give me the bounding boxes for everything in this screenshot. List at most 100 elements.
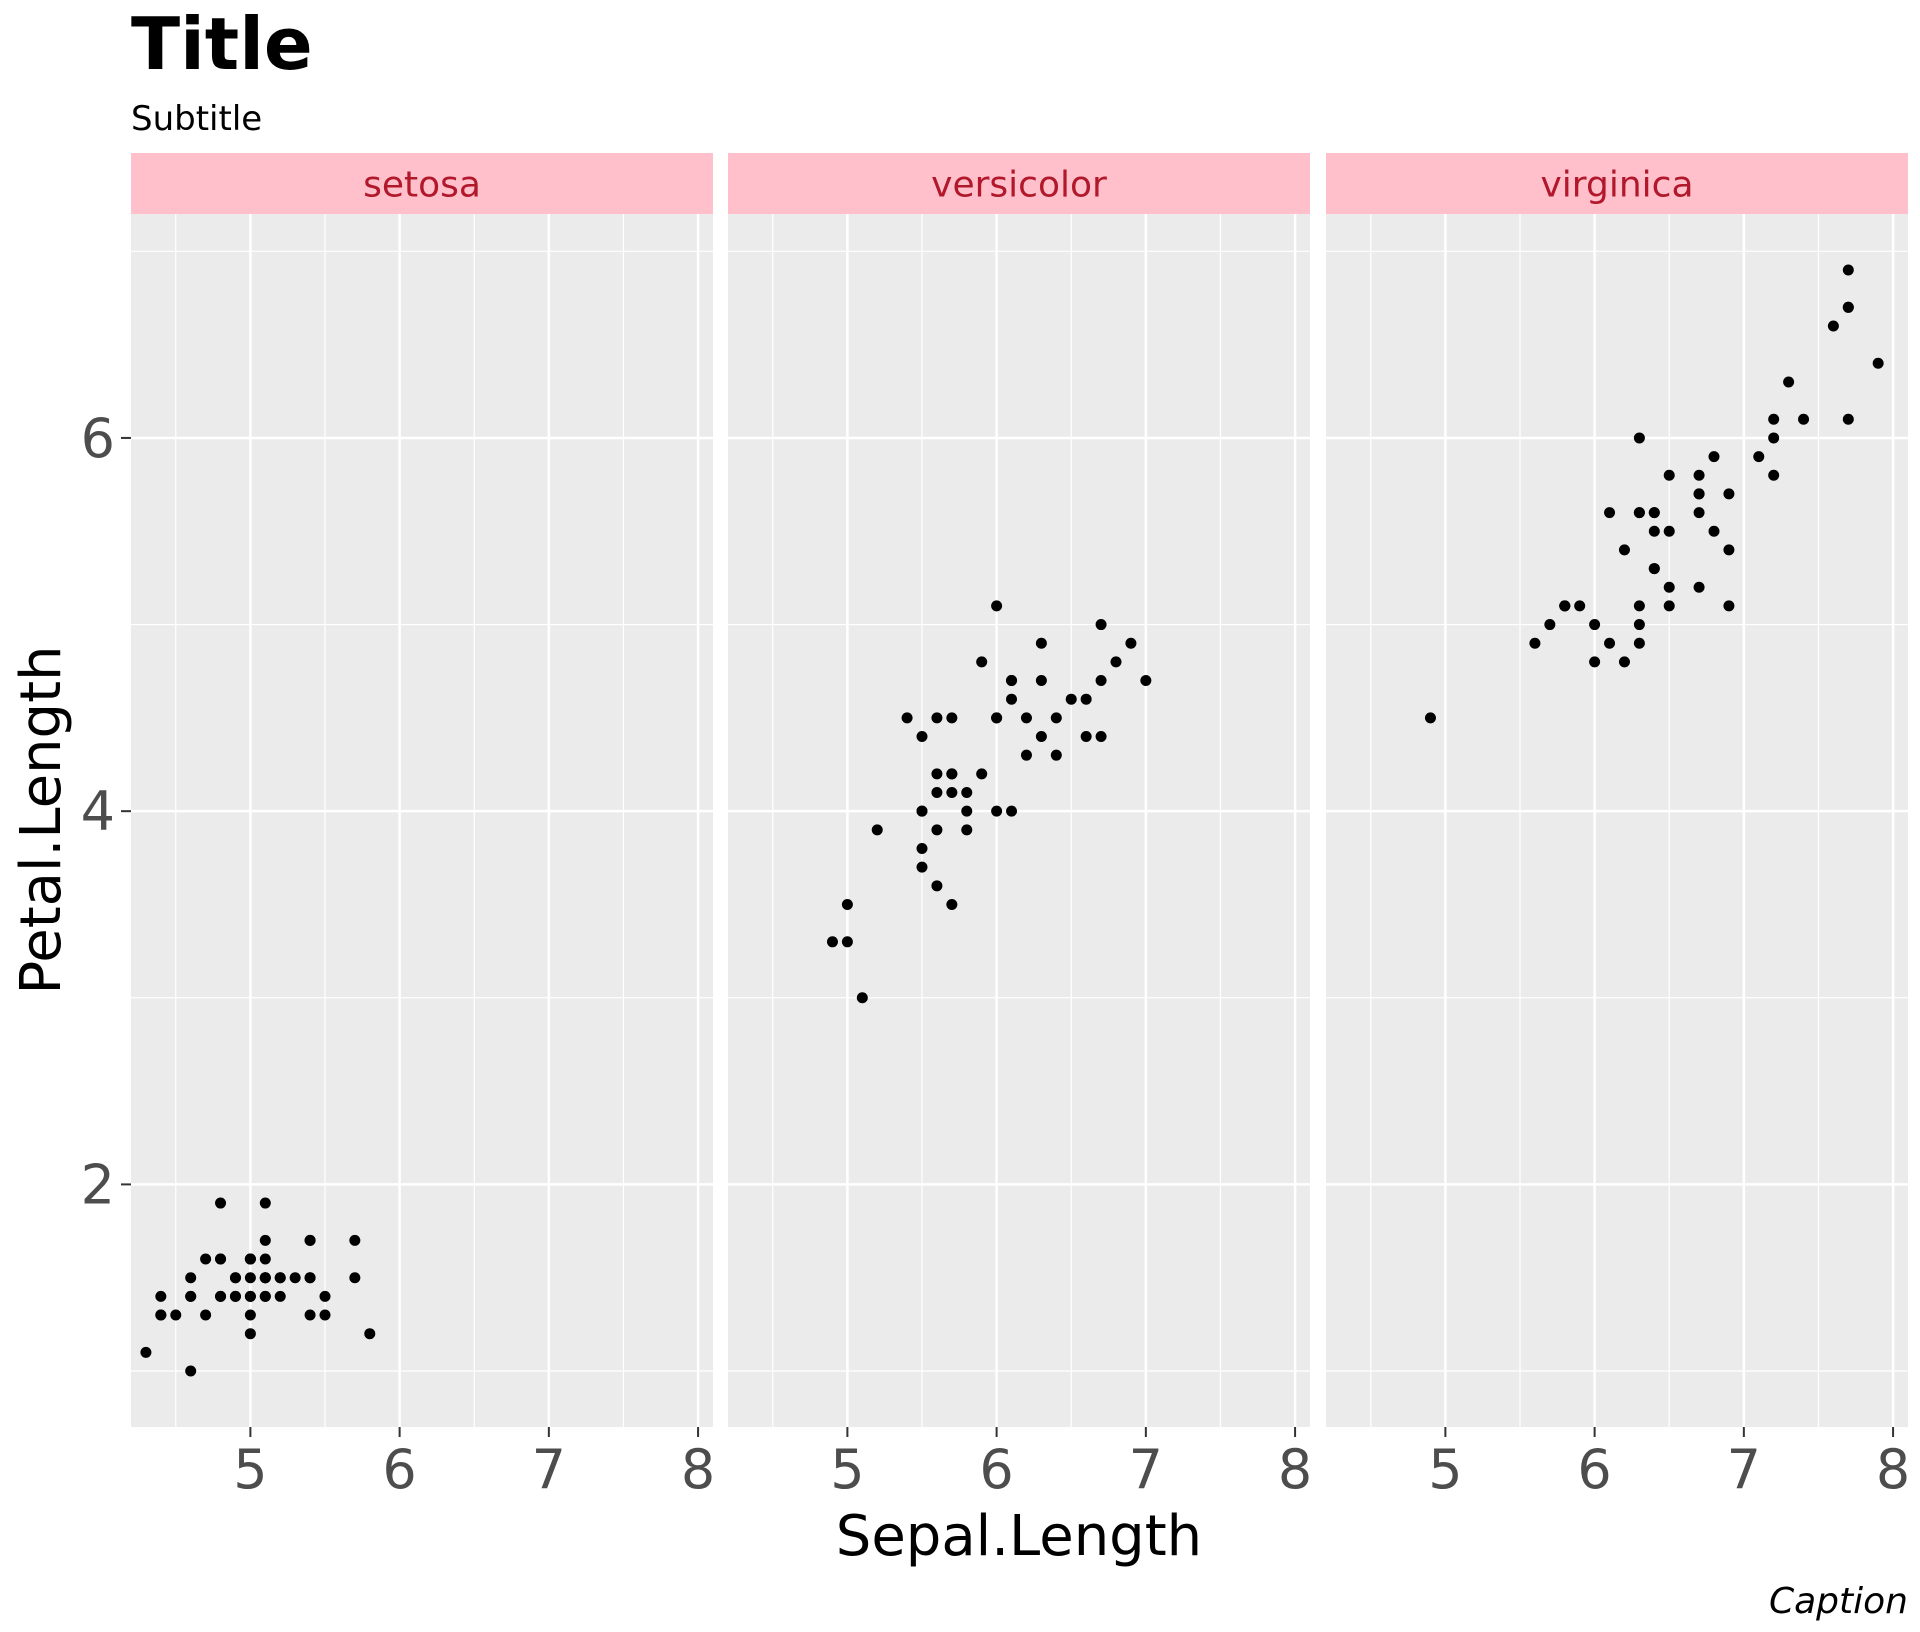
data-point	[259, 1253, 271, 1265]
panel-background	[728, 214, 1310, 1427]
data-point	[1872, 357, 1884, 369]
x-tick-label: 7	[1727, 1438, 1761, 1501]
facet-panel-virginica: virginica 5 6 7 8	[1326, 153, 1910, 1501]
x-tick-label: 6	[979, 1438, 1013, 1501]
data-point	[319, 1290, 331, 1302]
data-point	[976, 768, 988, 780]
data-point	[274, 1290, 286, 1302]
data-point	[1080, 731, 1092, 743]
data-point	[140, 1346, 152, 1358]
data-point	[1589, 619, 1601, 631]
data-point	[1693, 469, 1705, 481]
facet-strip-label: setosa	[363, 165, 481, 206]
data-point	[1648, 525, 1660, 537]
data-point	[946, 712, 958, 724]
data-point	[1663, 581, 1675, 593]
data-point	[1663, 469, 1675, 481]
data-point	[244, 1309, 256, 1321]
data-point	[1035, 675, 1047, 687]
data-point	[916, 731, 928, 743]
data-point	[274, 1272, 286, 1284]
data-point	[244, 1328, 256, 1340]
data-point	[1708, 451, 1720, 463]
data-point	[856, 992, 868, 1004]
x-tick-label: 5	[830, 1438, 864, 1501]
facet-panel-versicolor: versicolor 5 6 7 8	[728, 153, 1312, 1501]
y-axis-title: Petal.Length	[9, 645, 74, 994]
data-point	[155, 1290, 167, 1302]
data-point	[1140, 675, 1152, 687]
data-point	[1842, 301, 1854, 313]
data-point	[1020, 712, 1032, 724]
data-point	[1648, 563, 1660, 575]
data-point	[1633, 619, 1645, 631]
data-point	[215, 1197, 227, 1209]
chart-subtitle: Subtitle	[131, 99, 262, 139]
x-tick-label: 5	[233, 1438, 267, 1501]
facet-strip	[1326, 153, 1908, 214]
data-point	[1768, 413, 1780, 425]
data-point	[1798, 413, 1810, 425]
data-point	[1006, 693, 1018, 705]
data-point	[1006, 675, 1018, 687]
data-point	[1020, 749, 1032, 761]
data-point	[946, 898, 958, 910]
data-point	[200, 1309, 212, 1321]
data-point	[1050, 712, 1062, 724]
data-point	[289, 1272, 301, 1284]
data-point	[1006, 805, 1018, 817]
data-point	[1827, 320, 1839, 332]
data-point	[304, 1272, 316, 1284]
data-point	[1110, 656, 1122, 668]
data-point	[259, 1272, 271, 1284]
data-point	[931, 824, 943, 836]
y-tick-label: 2	[81, 1153, 115, 1216]
data-point	[1050, 749, 1062, 761]
data-point	[319, 1309, 331, 1321]
facet-panel-setosa: setosa 5 6 7 8	[131, 153, 715, 1501]
facet-strip-label: virginica	[1541, 165, 1694, 206]
data-point	[1529, 637, 1541, 649]
data-point	[901, 712, 913, 724]
data-point	[1095, 731, 1107, 743]
data-point	[1080, 693, 1092, 705]
data-point	[1618, 544, 1630, 556]
facet-strip-label: versicolor	[931, 165, 1107, 206]
data-point	[961, 824, 973, 836]
data-point	[1753, 451, 1765, 463]
data-point	[916, 861, 928, 873]
data-point	[304, 1309, 316, 1321]
data-point	[1604, 637, 1616, 649]
data-point	[185, 1290, 197, 1302]
data-point	[1544, 619, 1556, 631]
chart-caption: Caption	[1769, 1581, 1908, 1622]
data-point	[916, 842, 928, 854]
data-point	[1095, 619, 1107, 631]
data-point	[215, 1253, 227, 1265]
data-point	[259, 1197, 271, 1209]
data-point	[1574, 600, 1586, 612]
data-point	[1842, 413, 1854, 425]
y-tick-label: 4	[81, 780, 115, 843]
panel-background	[131, 214, 713, 1427]
data-point	[200, 1253, 212, 1265]
data-point	[1693, 581, 1705, 593]
data-point	[1768, 469, 1780, 481]
data-point	[991, 712, 1003, 724]
panel-background	[1326, 214, 1908, 1427]
x-tick-label: 6	[1577, 1438, 1611, 1501]
data-point	[1663, 525, 1675, 537]
x-tick-label: 6	[382, 1438, 416, 1501]
data-point	[185, 1272, 197, 1284]
data-point	[931, 712, 943, 724]
data-point	[991, 600, 1003, 612]
data-point	[1663, 600, 1675, 612]
data-point	[229, 1272, 241, 1284]
data-point	[1035, 637, 1047, 649]
x-tick-label: 7	[532, 1438, 566, 1501]
data-point	[1633, 432, 1645, 444]
data-point	[364, 1328, 376, 1340]
data-point	[1618, 656, 1630, 668]
data-point	[1559, 600, 1571, 612]
